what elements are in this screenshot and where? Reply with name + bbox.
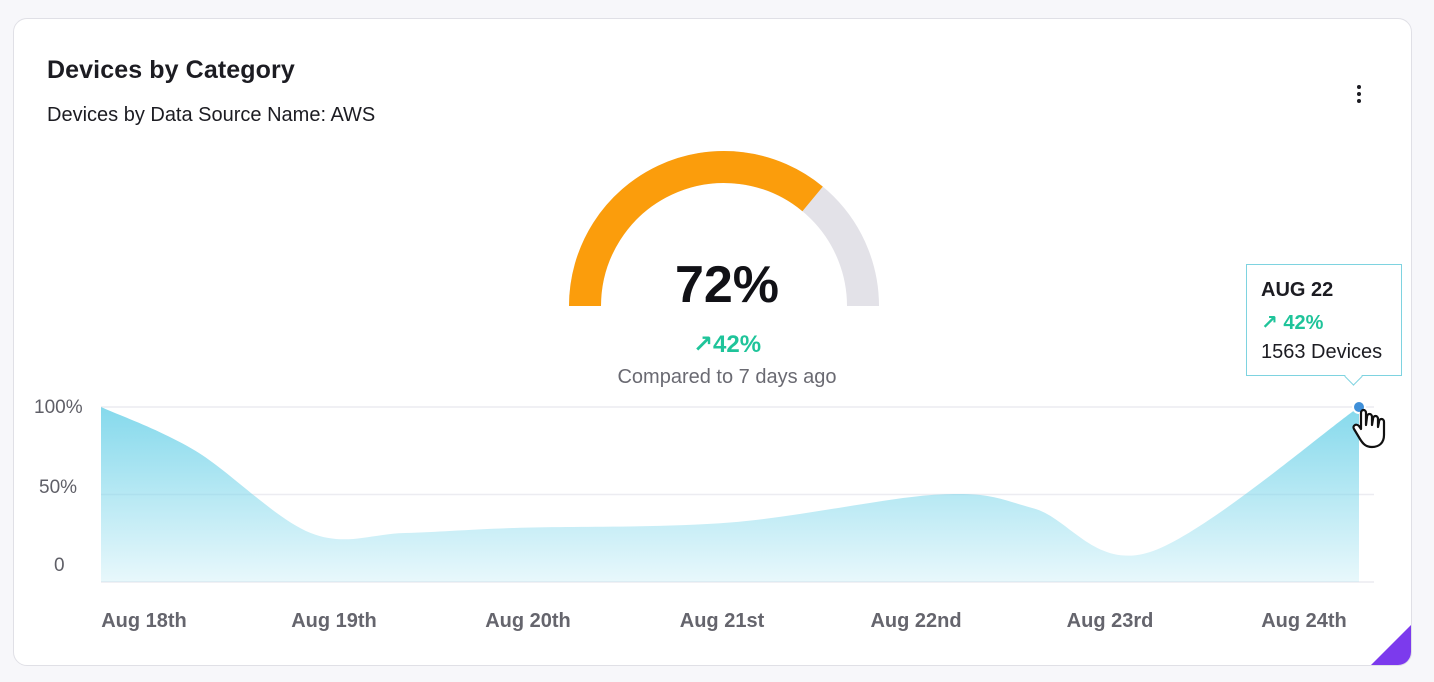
gauge-change: ↗42% [692, 331, 762, 358]
x-tick-label: Aug 18th [101, 610, 187, 632]
tooltip-change: ↗ 42% [1261, 312, 1324, 334]
arrow-up-right-icon: ↗ [1261, 312, 1278, 334]
corner-accent [1371, 625, 1411, 665]
gauge-chart [569, 151, 879, 307]
widget-title: Devices by Category [47, 56, 295, 84]
more-vertical-icon[interactable] [1344, 79, 1374, 109]
tooltip-value: 1563 Devices [1261, 341, 1383, 363]
area-series [101, 407, 1359, 582]
widget-subtitle: Devices by Data Source Name: AWS [47, 104, 376, 126]
devices-by-category-card: Devices by Category Devices by Data Sour… [13, 18, 1412, 666]
x-tick-label: Aug 22nd [870, 610, 962, 632]
y-tick-label: 0 [54, 555, 65, 576]
area-chart [101, 400, 1386, 583]
hand-cursor-icon [1352, 408, 1386, 449]
x-tick-label: Aug 23rd [1066, 610, 1154, 632]
gauge-value: 72% [674, 256, 780, 314]
arrow-up-right-icon: ↗ [692, 331, 714, 358]
x-tick-label: Aug 20th [485, 610, 571, 632]
x-tick-label: Aug 19th [291, 610, 377, 632]
x-tick-label: Aug 21st [679, 610, 765, 632]
gauge-caption: Compared to 7 days ago [617, 366, 837, 388]
chart-tooltip: AUG 22 ↗ 42% 1563 Devices [1246, 264, 1402, 376]
gauge-fill [569, 151, 823, 307]
tooltip-date: AUG 22 [1261, 279, 1334, 301]
y-tick-label: 100% [34, 397, 83, 418]
y-tick-label: 50% [39, 477, 78, 498]
x-tick-label: Aug 24th [1261, 610, 1347, 632]
